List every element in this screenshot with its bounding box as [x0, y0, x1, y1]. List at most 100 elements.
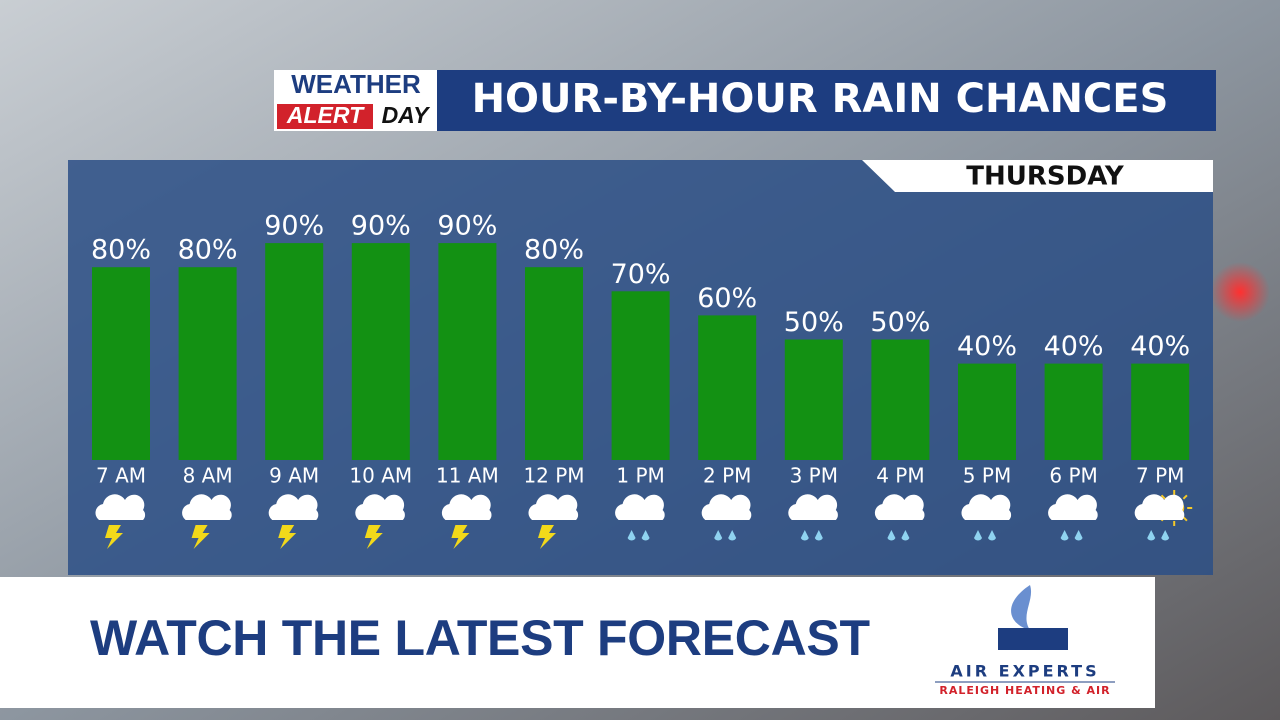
lightning — [105, 525, 123, 549]
bar — [92, 267, 150, 460]
lightning — [364, 525, 383, 549]
value-label: 50% — [784, 307, 844, 338]
weather-icon — [355, 494, 405, 549]
cloud — [874, 494, 925, 520]
rain-drop — [1060, 530, 1069, 541]
cloud — [615, 494, 665, 520]
sun-ray — [1160, 494, 1166, 500]
weather-icon — [874, 494, 925, 541]
x-tick-label: 7 PM — [1136, 464, 1184, 488]
weather-icon — [1048, 494, 1098, 541]
value-label: 80% — [91, 235, 151, 266]
day-tab — [862, 160, 1213, 192]
x-tick-label: 10 AM — [349, 464, 412, 488]
sponsor-icon — [998, 628, 1068, 650]
rain-drop — [814, 530, 823, 541]
rain-drop — [1161, 530, 1170, 541]
day-label: THURSDAY — [966, 162, 1125, 192]
cloud — [182, 494, 232, 520]
lightning — [278, 525, 297, 549]
bar — [265, 243, 324, 460]
logo-day: DAY — [382, 102, 432, 128]
x-tick-label: 8 AM — [183, 464, 233, 488]
cloud — [1048, 494, 1098, 520]
logo-weather: WEATHER — [291, 69, 421, 99]
value-label: 70% — [611, 259, 671, 290]
lightning — [191, 525, 210, 549]
weather-icon — [268, 494, 319, 549]
x-tick-label: 7 AM — [96, 464, 146, 488]
bar — [784, 339, 843, 460]
bar — [438, 243, 497, 460]
x-tick-label: 2 PM — [703, 464, 751, 488]
value-label: 40% — [1044, 331, 1104, 362]
cloud — [441, 494, 492, 520]
cloud — [268, 494, 319, 520]
x-tick-label: 9 AM — [269, 464, 319, 488]
cloud — [788, 494, 838, 520]
rain-drop — [627, 530, 636, 541]
x-tick-label: 3 PM — [790, 464, 838, 488]
sponsor-name: AIR EXPERTS — [950, 662, 1099, 681]
weather-icon — [615, 494, 665, 541]
lightning — [451, 525, 470, 549]
logo-alert-bg — [277, 104, 373, 129]
sun-ray — [1182, 494, 1188, 500]
x-tick-label: 1 PM — [616, 464, 664, 488]
rain-drop — [988, 530, 996, 541]
sun-ray — [1182, 516, 1188, 522]
footer-bar — [0, 577, 1155, 708]
weather-icon — [441, 494, 492, 549]
weather-icon — [701, 494, 752, 541]
bar — [1044, 363, 1103, 460]
rain-drop — [714, 530, 723, 541]
bar — [525, 267, 583, 460]
weather-icon — [1134, 490, 1193, 541]
cloud — [961, 494, 1012, 520]
x-tick-label: 5 PM — [963, 464, 1011, 488]
light-glow — [1210, 262, 1270, 322]
value-label: 90% — [264, 211, 324, 242]
sponsor-tagline: RALEIGH HEATING & AIR — [939, 684, 1110, 697]
rain-drop — [901, 530, 910, 541]
cloud — [355, 494, 405, 520]
lightning — [538, 525, 556, 549]
rain-drop — [1074, 530, 1083, 541]
rain-drop — [641, 530, 650, 541]
rain-drop — [887, 530, 896, 541]
bar — [611, 291, 670, 460]
footer-headline: WATCH THE LATEST FORECAST — [90, 610, 870, 666]
bar — [871, 339, 930, 460]
value-label: 80% — [524, 235, 584, 266]
rain-drop — [728, 530, 737, 541]
weather-icon — [95, 494, 146, 549]
x-tick-label: 11 AM — [436, 464, 499, 488]
value-label: 40% — [1130, 331, 1190, 362]
weather-icon — [528, 494, 579, 549]
bar — [178, 267, 237, 460]
cloud — [701, 494, 752, 520]
sponsor-flame — [1011, 585, 1032, 630]
x-tick-label: 4 PM — [876, 464, 924, 488]
value-label: 60% — [697, 283, 757, 314]
bar — [351, 243, 410, 460]
bar — [1131, 363, 1190, 460]
rain-drop — [1147, 530, 1156, 541]
value-label: 90% — [437, 211, 497, 242]
value-label: 90% — [351, 211, 411, 242]
rain-drop — [800, 530, 809, 541]
value-label: 50% — [870, 307, 930, 338]
bar — [958, 363, 1016, 460]
weather-icon — [788, 494, 838, 541]
weather-icon — [961, 494, 1012, 541]
cloud — [95, 494, 146, 520]
logo-alert: ALERT — [286, 102, 365, 128]
cloud — [528, 494, 579, 520]
cloud — [1134, 494, 1185, 520]
value-label: 80% — [178, 235, 238, 266]
x-tick-label: 6 PM — [1049, 464, 1097, 488]
rain-drop — [974, 530, 982, 541]
bar — [698, 315, 757, 460]
chart-title: HOUR-BY-HOUR RAIN CHANCES — [472, 76, 1169, 122]
